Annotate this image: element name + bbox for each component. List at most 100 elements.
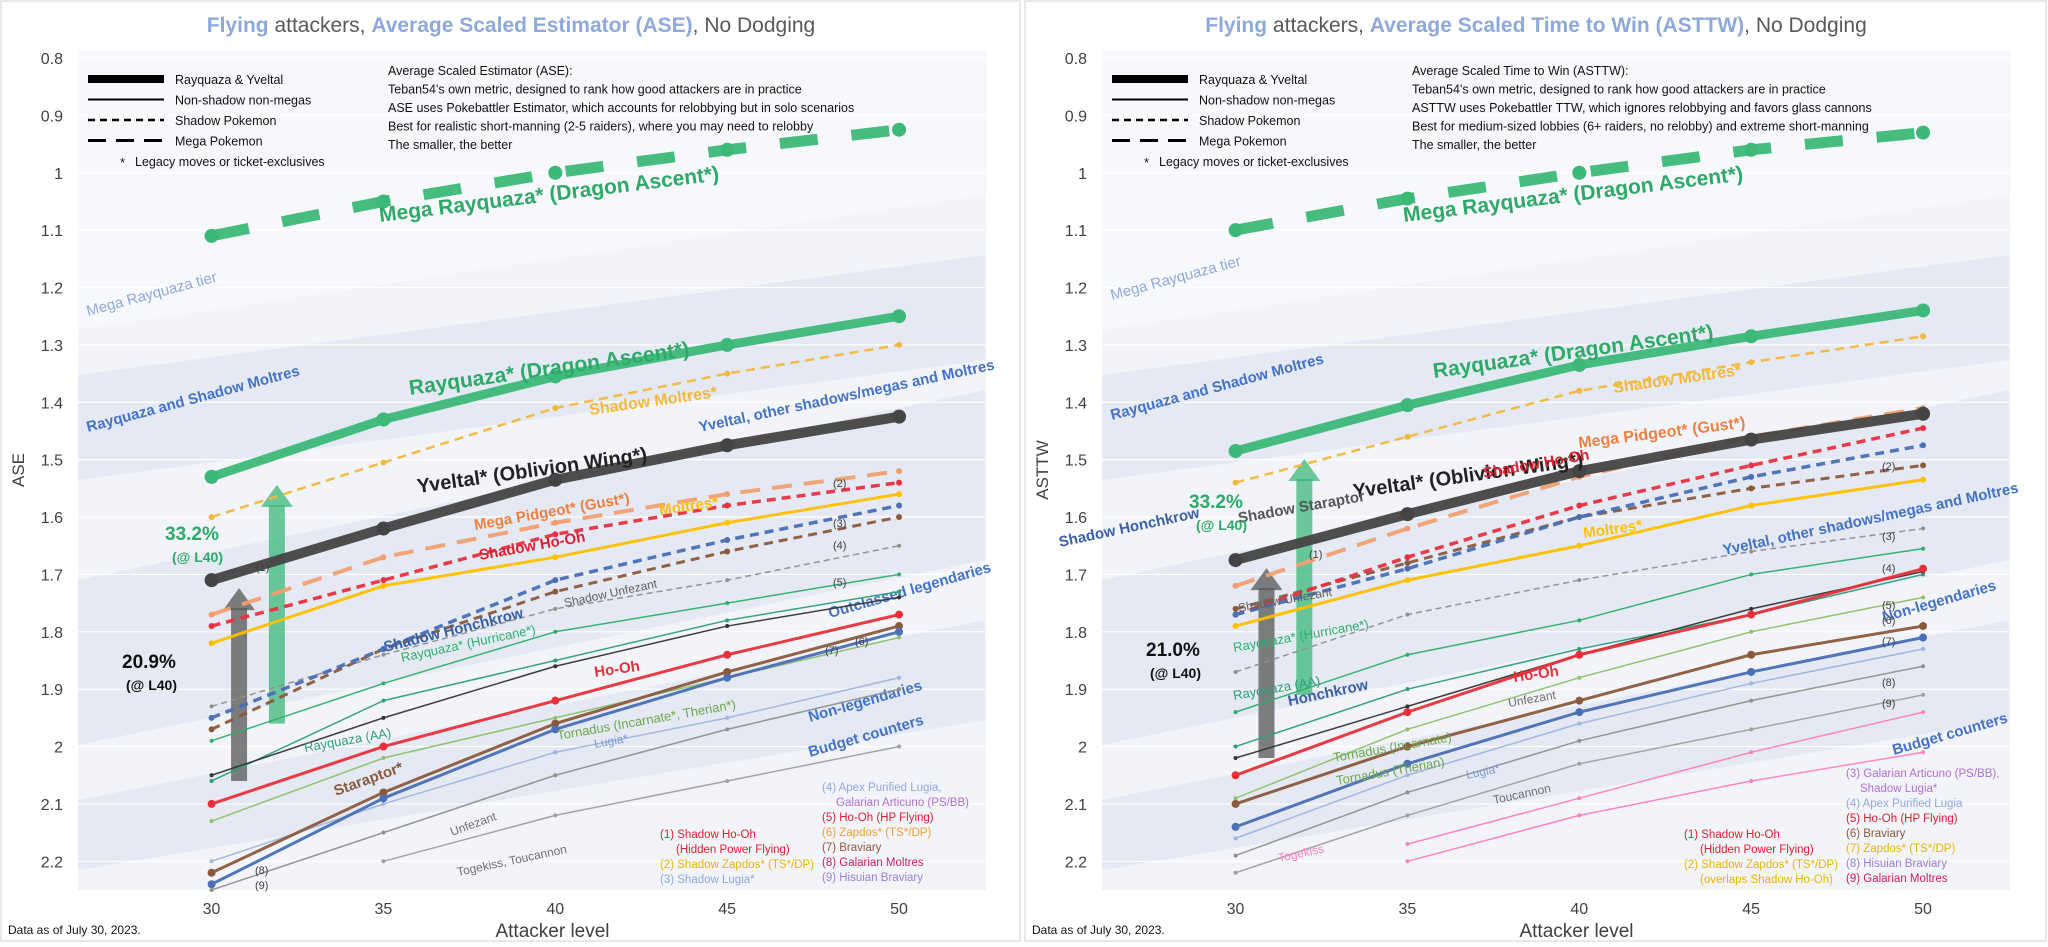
data-point (1921, 710, 1926, 715)
tier-band-budget (78, 620, 985, 870)
data-point (895, 627, 904, 636)
y-tick-label: 1.2 (41, 281, 63, 298)
series-line (210, 515, 900, 731)
data-point (1404, 525, 1411, 532)
data-point (553, 773, 558, 778)
data-point (1749, 698, 1754, 703)
data-point (1405, 687, 1410, 692)
y-tick-label: 1.6 (41, 510, 63, 527)
series-line (1235, 463, 1924, 611)
footnote: (1) Shadow Ho-Oh (1684, 829, 1780, 841)
data-point (553, 658, 558, 663)
data-point (723, 650, 732, 659)
data-point (1233, 836, 1238, 841)
data-point (379, 794, 388, 803)
data-point (209, 704, 214, 709)
data-point (1749, 629, 1754, 634)
title-part: , No Dodging (1744, 14, 1867, 37)
x-tick-label: 45 (718, 901, 736, 918)
data-point (1405, 859, 1410, 864)
series-line (1407, 711, 1924, 845)
footnote: (4) Apex Purified Lugia (1846, 798, 1963, 810)
data-point (381, 830, 386, 835)
marker-number: (7) (825, 645, 838, 657)
y-tick-label: 1.4 (1065, 395, 1087, 412)
note-line: Best for medium-sized lobbies (6+ raider… (1412, 120, 1869, 134)
tier-band-yveltal (1102, 390, 2009, 745)
data-point (1576, 387, 1583, 394)
data-point (1404, 577, 1411, 584)
footnote: Shadow Lugia* (1860, 783, 1938, 795)
gray-arrow-head (1250, 568, 1283, 591)
data-point (548, 165, 563, 180)
annotation-pct-gray: 20.9% (122, 652, 176, 673)
marker-number: (8) (1882, 677, 1895, 689)
data-point (897, 589, 902, 594)
data-point (209, 888, 214, 892)
data-point (723, 673, 732, 682)
tier-band-rayquaza (78, 255, 985, 480)
footnotes: (1) Shadow Ho-Oh (Hidden Power Flying) (2)… (660, 782, 969, 886)
data-point (1405, 727, 1410, 732)
series-19 (1233, 664, 1926, 858)
data-point (1920, 442, 1927, 449)
x-axis-label: Attacker level (1519, 921, 1633, 942)
data-point (1921, 664, 1926, 669)
data-point (208, 611, 215, 618)
series-label: Ho-Oh (593, 658, 641, 681)
x-axis-label: Attacker level (495, 921, 609, 942)
data-point (724, 502, 731, 509)
data-point (1405, 652, 1410, 657)
series-7 (208, 502, 903, 721)
data-point (551, 719, 560, 728)
y-tick-label: 1.4 (41, 395, 63, 412)
data-point (897, 635, 902, 640)
data-point (1919, 633, 1928, 642)
data-point (720, 337, 735, 352)
marker-number: (3) (833, 518, 846, 530)
data-point (552, 519, 559, 526)
marker-number: (6) (1882, 615, 1895, 627)
series-17 (207, 627, 904, 889)
data-note: Data as of July 30, 2023. (8, 923, 141, 937)
data-point (552, 531, 559, 538)
data-point (723, 667, 732, 676)
y-tick-label: 1.2 (1065, 281, 1087, 298)
marker-number: (2) (833, 478, 846, 490)
data-point (1575, 650, 1584, 659)
data-point (1920, 333, 1927, 340)
data-point (1228, 223, 1243, 238)
data-point (1921, 692, 1926, 697)
data-point (1575, 708, 1584, 717)
y-tick-label: 2 (54, 740, 63, 757)
legend: Rayquaza & Yveltal Non-shadow non-megas Sh… (1112, 73, 1349, 170)
data-point (376, 412, 391, 427)
data-point (548, 472, 563, 487)
series-20 (1233, 692, 1926, 875)
y-tick-label: 1.9 (41, 682, 63, 699)
series-14 (207, 610, 904, 808)
data-point (1403, 708, 1412, 717)
data-point (725, 601, 730, 606)
data-point (1231, 822, 1240, 831)
footnote: (6) Braviary (1846, 828, 1906, 840)
y-tick-label: 0.9 (1065, 108, 1087, 125)
footnote: (3) Galarian Articuno (PS/BB), (1846, 768, 1999, 780)
marker-number: (9) (1882, 698, 1895, 710)
legend-entry: Shadow Pokemon (1199, 114, 1301, 128)
footnote: (2) Shadow Zapdos* (TS*/DP) (660, 859, 814, 871)
data-point (724, 491, 731, 498)
data-point (896, 479, 903, 486)
y-tick-label: 1.5 (1065, 453, 1087, 470)
data-point (209, 773, 214, 778)
series-16 (207, 622, 904, 877)
footnote: (overlaps Shadow Ho-Oh) (1700, 874, 1833, 886)
data-point (1405, 704, 1410, 709)
data-point (725, 624, 730, 629)
series-9 (1232, 476, 1927, 630)
data-point (208, 514, 215, 521)
data-point (207, 880, 216, 889)
data-point (1405, 790, 1410, 795)
marker-number: (8) (255, 865, 268, 877)
